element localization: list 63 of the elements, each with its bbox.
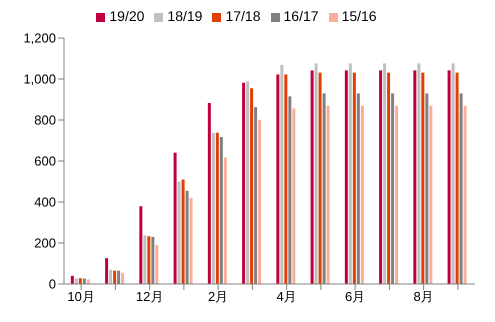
bar: [105, 258, 108, 284]
bar: [284, 74, 288, 284]
y-tick-label: 400: [34, 194, 56, 210]
legend-label: 17/18: [225, 8, 261, 24]
bar: [360, 106, 364, 284]
bar: [344, 70, 348, 284]
x-tick-label: 8月: [414, 289, 434, 304]
x-tick-label: 12月: [136, 289, 164, 304]
bar: [456, 72, 459, 284]
bar: [155, 245, 158, 284]
bar: [246, 81, 250, 284]
x-tick-label: 4月: [276, 289, 297, 304]
bar: [310, 70, 314, 284]
bar: [413, 70, 416, 284]
bar: [242, 82, 246, 284]
bar: [139, 206, 142, 284]
bar: [379, 70, 382, 284]
y-tick-label: 600: [34, 154, 56, 169]
bar: [70, 276, 74, 284]
bar: [174, 152, 177, 284]
bar: [326, 106, 330, 284]
bar: [212, 132, 215, 284]
bar: [143, 235, 146, 284]
bar: [208, 102, 211, 284]
bar: [121, 272, 124, 284]
bar: [280, 64, 284, 284]
bar: [417, 63, 420, 284]
bar: [190, 198, 193, 284]
bar: [216, 132, 219, 284]
bar: [395, 106, 398, 284]
x-tick-label: 10月: [67, 289, 95, 304]
legend-label: 15/16: [342, 8, 377, 24]
bar: [448, 70, 451, 284]
bar: [352, 72, 356, 284]
bar: [182, 179, 185, 284]
y-tick-label: 800: [34, 112, 56, 128]
legend-label: 16/17: [284, 8, 319, 24]
bar: [178, 182, 181, 284]
bar: [292, 108, 296, 284]
y-tick-label: 200: [34, 236, 56, 251]
bar: [314, 63, 318, 284]
bar: [383, 63, 386, 284]
legend-label: 19/20: [109, 8, 144, 24]
bar: [452, 63, 455, 284]
bar: [276, 74, 280, 284]
x-tick-label: 6月: [345, 289, 366, 304]
bar: [421, 72, 424, 284]
bar: [464, 106, 467, 284]
bar: [147, 236, 150, 284]
bar: [429, 106, 432, 284]
y-tick-label: 0: [48, 276, 56, 292]
x-tick-label: 2月: [208, 289, 228, 304]
bar: [318, 72, 322, 284]
bar: [258, 120, 262, 284]
legend-label: 18/19: [167, 8, 202, 24]
bar: [250, 88, 254, 284]
bar: [113, 270, 116, 284]
bar: [387, 72, 390, 284]
bar: [348, 63, 352, 284]
y-tick-label: 1,200: [23, 30, 56, 46]
bar: [109, 270, 112, 284]
bar: [224, 158, 227, 284]
y-tick-label: 1,000: [23, 72, 56, 87]
